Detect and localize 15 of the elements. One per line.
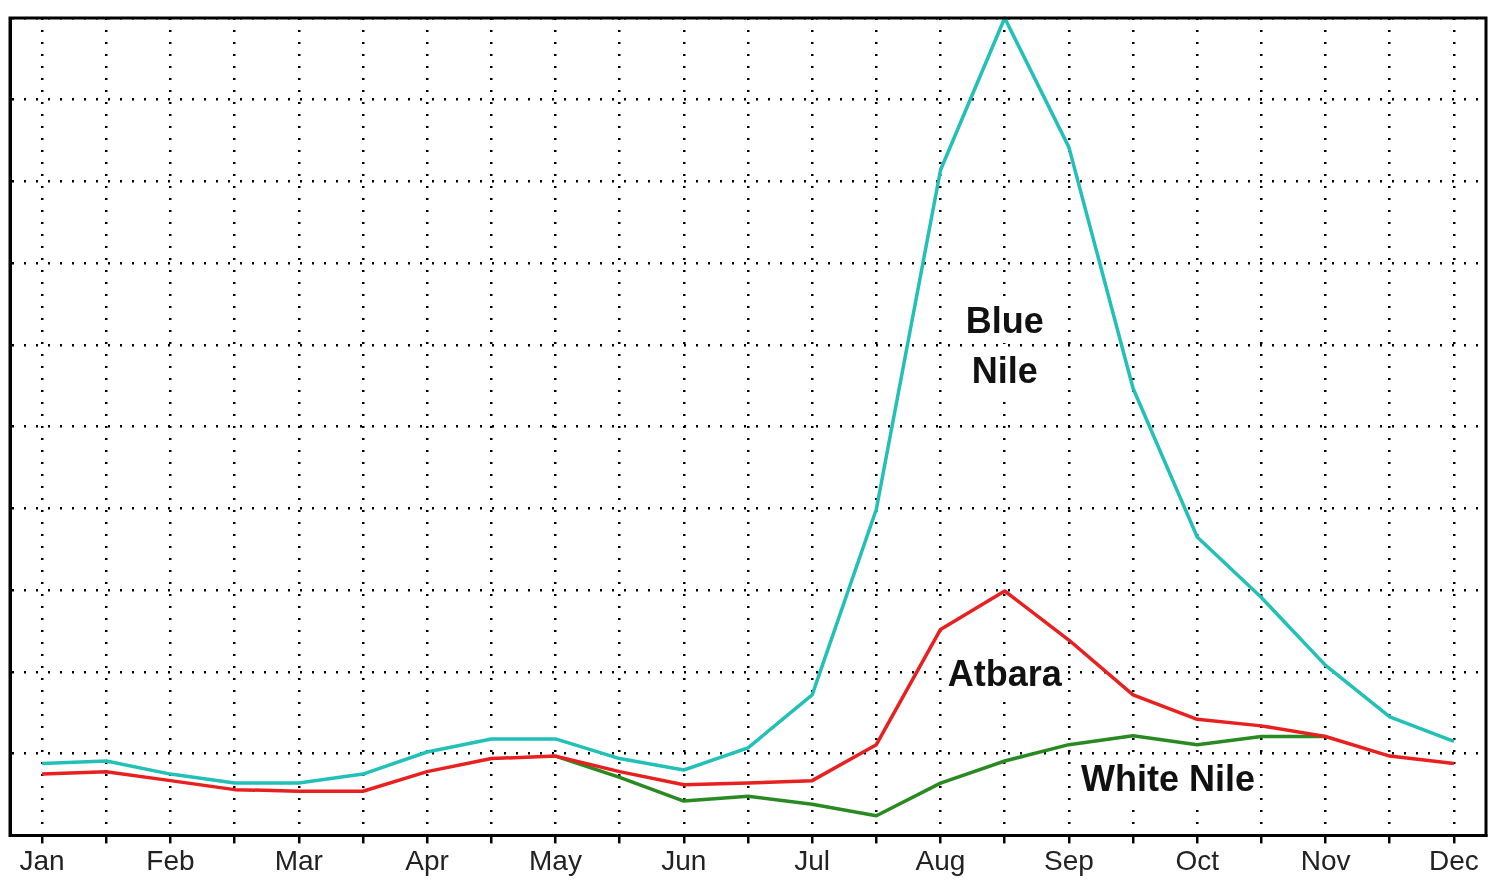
- x-tick-label: Apr: [405, 844, 449, 876]
- x-tick-label: Jan: [19, 844, 65, 876]
- x-tick-label: Nov: [1300, 844, 1351, 876]
- series-label: Blue Nile: [965, 299, 1044, 391]
- x-tick-label: Aug: [915, 844, 966, 876]
- series-label: White Nile: [1081, 757, 1256, 799]
- x-tick-label: Jul: [794, 844, 831, 876]
- x-tick-label: Jun: [661, 844, 707, 876]
- x-tick-label: Dec: [1429, 844, 1479, 876]
- x-tick-label: Sep: [1043, 844, 1094, 876]
- x-tick-label: Oct: [1175, 844, 1220, 876]
- x-tick-label: Feb: [146, 844, 195, 876]
- series-label: Atbara: [947, 652, 1063, 694]
- x-tick-label: May: [529, 844, 582, 876]
- x-tick-label: Mar: [274, 844, 323, 876]
